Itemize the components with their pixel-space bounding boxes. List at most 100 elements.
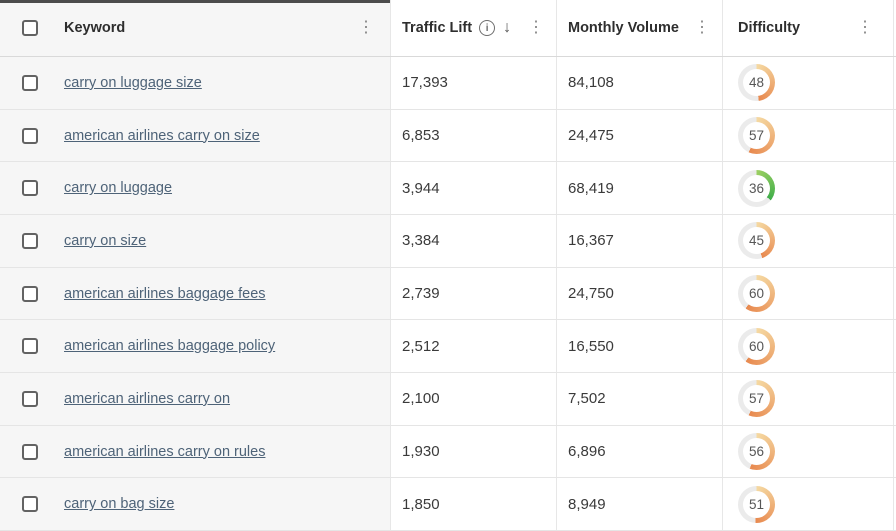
keyword-link[interactable]: carry on luggage xyxy=(64,180,173,197)
row-spacer-cell xyxy=(893,215,896,267)
difficulty-value: 48 xyxy=(743,69,770,97)
row-monthly-volume-cell: 6,896 xyxy=(556,425,722,478)
table-row: american airlines baggage policy 2,512 1… xyxy=(0,319,896,373)
row-spacer-cell xyxy=(893,478,896,531)
table-row: carry on size 3,384 16,367 45 xyxy=(0,214,896,267)
row-spacer-cell xyxy=(893,57,896,109)
row-keyword-cell: carry on luggage xyxy=(56,162,390,215)
difficulty-value: 57 xyxy=(743,385,770,413)
row-monthly-volume-cell: 68,419 xyxy=(556,162,722,215)
row-checkbox[interactable] xyxy=(22,180,38,197)
traffic-lift-value: 6,853 xyxy=(402,127,440,144)
keyword-column-menu-icon[interactable]: ⋮ xyxy=(358,19,374,36)
row-checkbox-cell xyxy=(0,425,56,478)
monthly-volume-value: 68,419 xyxy=(568,179,614,197)
row-keyword-cell: carry on bag size xyxy=(56,478,390,531)
row-difficulty-cell: 60 xyxy=(722,267,893,320)
keyword-link[interactable]: american airlines baggage policy xyxy=(64,338,276,355)
row-checkbox-cell xyxy=(0,320,56,373)
difficulty-value: 57 xyxy=(743,122,770,149)
row-checkbox-cell xyxy=(0,215,56,267)
row-checkbox-cell xyxy=(0,267,56,320)
traffic-lift-value: 1,930 xyxy=(402,443,440,461)
difficulty-gauge: 57 xyxy=(738,380,775,418)
difficulty-value: 36 xyxy=(743,174,770,202)
row-monthly-volume-cell: 7,502 xyxy=(556,373,722,425)
monthly-volume-column-menu-icon[interactable]: ⋮ xyxy=(694,19,710,36)
difficulty-column-menu-icon[interactable]: ⋮ xyxy=(857,19,873,36)
difficulty-gauge: 45 xyxy=(738,222,775,260)
table-row: american airlines carry on 2,100 7,502 5… xyxy=(0,372,896,425)
monthly-volume-value: 84,108 xyxy=(568,74,614,92)
sort-descending-icon[interactable]: ↓ xyxy=(503,19,512,36)
row-monthly-volume-cell: 8,949 xyxy=(556,478,722,531)
keyword-link[interactable]: american airlines carry on xyxy=(64,390,231,407)
row-checkbox[interactable] xyxy=(22,443,38,460)
keyword-link[interactable]: carry on bag size xyxy=(64,496,175,513)
row-traffic-lift-cell: 1,850 xyxy=(390,478,556,531)
header-checkbox-cell xyxy=(0,0,56,56)
row-checkbox-cell xyxy=(0,109,56,162)
table-row: american airlines baggage fees 2,739 24,… xyxy=(0,266,896,320)
row-difficulty-cell: 48 xyxy=(722,57,893,109)
monthly-volume-value: 8,949 xyxy=(568,495,606,513)
row-checkbox[interactable] xyxy=(22,74,38,91)
difficulty-value: 51 xyxy=(743,490,770,518)
pinned-column-accent-bar xyxy=(0,0,390,3)
difficulty-value: 45 xyxy=(743,227,770,255)
header-difficulty-cell: Difficulty ⋮ xyxy=(722,0,893,56)
row-spacer-cell xyxy=(893,425,896,478)
keyword-link[interactable]: american airlines baggage fees xyxy=(64,285,266,302)
row-checkbox[interactable] xyxy=(22,285,38,302)
table-row: american airlines carry on rules 1,930 6… xyxy=(0,424,896,478)
row-spacer-cell xyxy=(893,162,896,215)
info-icon[interactable]: i xyxy=(479,20,496,36)
row-traffic-lift-cell: 17,393 xyxy=(390,57,556,109)
traffic-lift-value: 1,850 xyxy=(402,495,440,513)
traffic-lift-value: 2,100 xyxy=(402,390,440,408)
row-checkbox[interactable] xyxy=(22,232,38,249)
row-keyword-cell: american airlines carry on size xyxy=(56,109,390,162)
row-difficulty-cell: 36 xyxy=(722,162,893,215)
select-all-checkbox[interactable] xyxy=(22,20,38,36)
traffic-lift-value: 17,393 xyxy=(402,74,448,92)
row-difficulty-cell: 57 xyxy=(722,373,893,425)
row-checkbox[interactable] xyxy=(22,127,38,144)
row-checkbox[interactable] xyxy=(22,496,38,513)
table-body: carry on luggage size 17,393 84,108 48 a… xyxy=(0,57,896,531)
row-keyword-cell: american airlines baggage policy xyxy=(56,320,390,373)
row-checkbox[interactable] xyxy=(22,338,38,355)
keyword-link[interactable]: carry on size xyxy=(64,232,147,249)
row-monthly-volume-cell: 24,750 xyxy=(556,267,722,320)
difficulty-gauge: 51 xyxy=(738,485,775,523)
row-keyword-cell: american airlines carry on xyxy=(56,373,390,425)
table-row: carry on luggage size 17,393 84,108 48 xyxy=(0,57,896,109)
row-checkbox-cell xyxy=(0,162,56,215)
row-keyword-cell: carry on size xyxy=(56,215,390,267)
row-spacer-cell xyxy=(893,373,896,425)
row-traffic-lift-cell: 2,512 xyxy=(390,320,556,373)
row-difficulty-cell: 56 xyxy=(722,425,893,478)
keyword-link[interactable]: american airlines carry on size xyxy=(64,127,260,144)
keyword-link[interactable]: american airlines carry on rules xyxy=(64,443,266,460)
row-traffic-lift-cell: 2,739 xyxy=(390,267,556,320)
difficulty-gauge: 60 xyxy=(738,275,775,313)
row-checkbox[interactable] xyxy=(22,390,38,407)
traffic-lift-column-menu-icon[interactable]: ⋮ xyxy=(528,19,544,36)
difficulty-gauge: 57 xyxy=(738,117,775,154)
difficulty-gauge: 48 xyxy=(738,64,775,102)
traffic-lift-column-label: Traffic Lift xyxy=(402,20,473,36)
row-keyword-cell: carry on luggage size xyxy=(56,57,390,109)
monthly-volume-value: 24,475 xyxy=(568,127,614,144)
difficulty-column-label: Difficulty xyxy=(738,20,801,36)
header-traffic-lift-cell: Traffic Lift i ↓ ⋮ xyxy=(390,0,556,56)
row-difficulty-cell: 57 xyxy=(722,109,893,162)
traffic-lift-value: 3,944 xyxy=(402,179,440,197)
row-spacer-cell xyxy=(893,267,896,320)
keyword-link[interactable]: carry on luggage size xyxy=(64,74,202,91)
table-row: carry on luggage 3,944 68,419 36 xyxy=(0,161,896,215)
row-traffic-lift-cell: 2,100 xyxy=(390,373,556,425)
monthly-volume-value: 16,367 xyxy=(568,232,614,250)
header-spacer-cell xyxy=(893,0,896,56)
